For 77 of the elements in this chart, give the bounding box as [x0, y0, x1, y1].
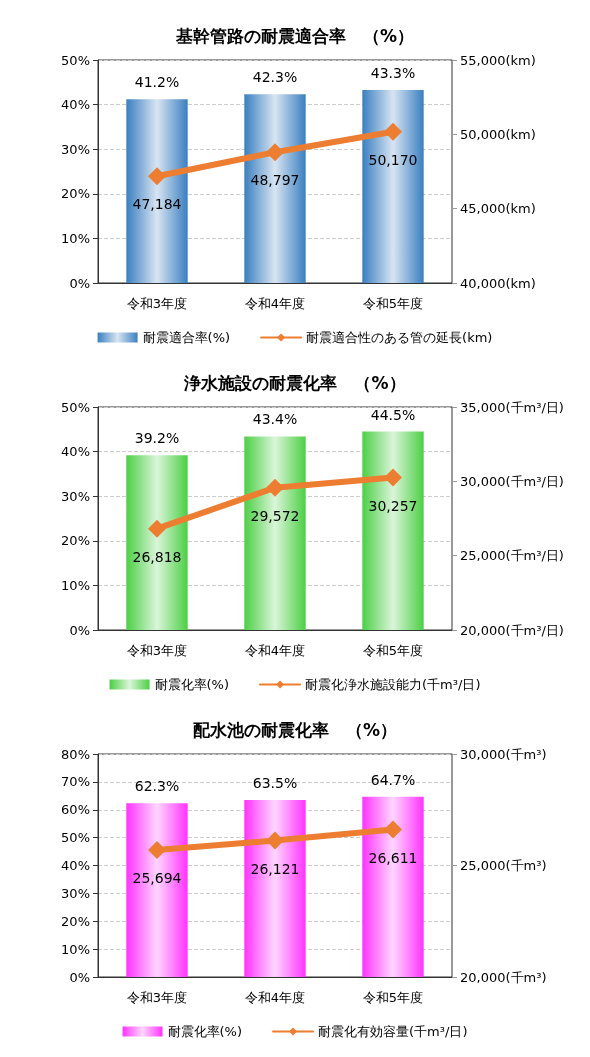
data-label: 41.2% — [134, 74, 180, 91]
data-label: 47,184 — [132, 196, 182, 213]
data-label: 26,818 — [132, 548, 182, 565]
point — [266, 478, 284, 497]
data-label: 30,257 — [368, 497, 418, 514]
legend-label: 耐震化有効容量(千m³/日) — [318, 1024, 468, 1039]
x-tick-label: 令和4年度 — [244, 990, 306, 1005]
x-tick-label: 令和3年度 — [126, 643, 188, 658]
y-tick-label: 0% — [69, 969, 90, 985]
y2-tick-label: 45,000(km) — [460, 201, 536, 217]
legend-label: 耐震適合率(%) — [142, 330, 231, 345]
data-label: 64.7% — [370, 771, 416, 788]
y2-tick-label: 30,000(千m³/日) — [460, 473, 564, 489]
point — [266, 143, 284, 162]
data-label: 48,797 — [250, 172, 300, 189]
data-label: 62.3% — [134, 778, 180, 795]
chart-title: 浄水施設の耐震化率 （%） — [183, 372, 406, 393]
y-tick-label: 30% — [61, 488, 90, 504]
x-tick-label: 令和5年度 — [362, 643, 424, 658]
y-tick-label: 60% — [61, 802, 90, 818]
point — [384, 468, 402, 487]
y-tick-label: 50% — [61, 399, 90, 415]
x-tick-label: 令和5年度 — [362, 990, 424, 1005]
x-tick-label: 令和5年度 — [362, 296, 424, 311]
data-label: 50,170 — [368, 151, 418, 168]
y-tick-label: 0% — [69, 275, 90, 291]
data-label: 25,694 — [132, 870, 182, 887]
y2-tick-label: 35,000(千m³/日) — [460, 399, 564, 415]
legend-label: 耐震適合性のある管の延長(km) — [306, 330, 493, 345]
data-label: 43.3% — [370, 64, 416, 81]
y-tick-label: 50% — [61, 830, 90, 846]
chart-title: 配水池の耐震化率 （%） — [192, 719, 398, 740]
point — [266, 831, 284, 850]
data-label: 29,572 — [250, 507, 300, 524]
data-label: 43.4% — [252, 411, 298, 428]
data-label: 26,121 — [250, 860, 300, 877]
y-tick-label: 30% — [61, 141, 90, 157]
point — [148, 167, 166, 186]
y2-tick-label: 55,000(km) — [460, 52, 536, 68]
y-tick-label: 30% — [61, 885, 90, 901]
y-tick-label: 10% — [61, 577, 90, 593]
data-label: 63.5% — [252, 774, 298, 791]
y-tick-label: 80% — [61, 746, 90, 762]
y-tick-label: 20% — [61, 186, 90, 202]
data-label: 39.2% — [134, 430, 180, 447]
data-label: 44.5% — [370, 406, 416, 423]
y2-tick-label: 25,000(千m³/日) — [460, 548, 564, 564]
legend-label: 耐震化率(%) — [167, 1024, 243, 1039]
y2-tick-label: 25,000(千m³) — [460, 858, 547, 873]
x-tick-label: 令和3年度 — [126, 990, 188, 1005]
y-tick-label: 20% — [61, 913, 90, 929]
y2-tick-label: 20,000(千m³/日) — [460, 622, 564, 638]
chart-title: 基幹管路の耐震適合率 （%） — [174, 25, 415, 46]
y-tick-label: 70% — [61, 774, 90, 790]
legend-label: 耐震化率(%) — [154, 677, 230, 692]
y-tick-label: 10% — [61, 230, 90, 246]
y2-tick-label: 20,000(千m³) — [460, 969, 547, 985]
x-tick-label: 令和4年度 — [244, 643, 306, 658]
point — [148, 841, 166, 860]
point — [384, 820, 402, 839]
y-tick-label: 0% — [69, 622, 90, 638]
y2-tick-label: 30,000(千m³) — [460, 746, 547, 762]
y-tick-label: 10% — [61, 941, 90, 957]
legend-label: 耐震化浄水施設能力(千m³/日) — [305, 677, 481, 692]
y-tick-label: 40% — [61, 444, 90, 460]
y2-tick-label: 50,000(km) — [460, 126, 536, 142]
y-tick-label: 40% — [61, 858, 90, 873]
x-tick-label: 令和3年度 — [126, 296, 188, 311]
point — [384, 122, 402, 141]
y-tick-label: 20% — [61, 533, 90, 549]
data-label: 26,611 — [368, 849, 418, 866]
point — [148, 519, 166, 538]
y-tick-label: 40% — [61, 97, 90, 113]
x-tick-label: 令和4年度 — [244, 296, 306, 311]
y-tick-label: 50% — [61, 52, 90, 68]
y2-tick-label: 40,000(km) — [460, 275, 536, 291]
data-label: 42.3% — [252, 69, 298, 86]
